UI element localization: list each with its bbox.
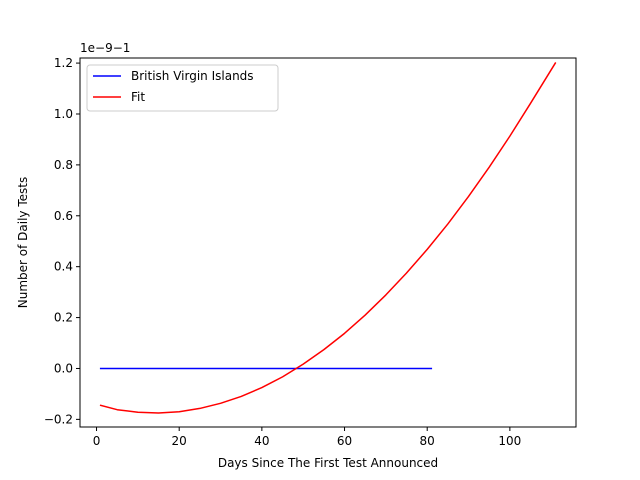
y-tick-label: 1.2	[54, 56, 73, 70]
x-tick-label: 20	[172, 434, 187, 448]
x-tick-label: 40	[254, 434, 269, 448]
x-tick-label: 80	[420, 434, 435, 448]
x-tick-label: 100	[498, 434, 521, 448]
y-tick-label: 0.4	[54, 260, 73, 274]
series-line-fit	[99, 62, 557, 414]
y-axis-offset-label: 1e−9−1	[80, 41, 130, 55]
y-tick-label: 0.6	[54, 209, 73, 223]
y-axis-ticks: −0.2 0.0 0.2 0.4 0.6 0.8 1.0 1.2	[44, 56, 80, 426]
legend-box	[86, 64, 279, 112]
legend-label-fit: Fit	[131, 90, 145, 104]
axes-frame	[79, 57, 577, 428]
x-tick-label: 0	[93, 434, 101, 448]
legend-label-british-virgin-islands: British Virgin Islands	[131, 69, 254, 83]
y-tick-label: −0.2	[44, 412, 73, 426]
y-tick-label: 0.2	[54, 311, 73, 325]
y-tick-label: 0.8	[54, 158, 73, 172]
y-axis-label: Number of Daily Tests	[16, 177, 30, 308]
plot-area	[79, 57, 577, 428]
x-tick-label: 60	[337, 434, 352, 448]
x-axis-ticks: 0 20 40 60 80 100	[93, 427, 521, 448]
y-tick-label: 1.0	[54, 107, 73, 121]
series-layer	[99, 62, 557, 414]
x-axis-label: Days Since The First Test Announced	[218, 456, 438, 470]
legend: British Virgin Islands Fit	[86, 64, 279, 112]
y-tick-label: 0.0	[54, 361, 73, 375]
